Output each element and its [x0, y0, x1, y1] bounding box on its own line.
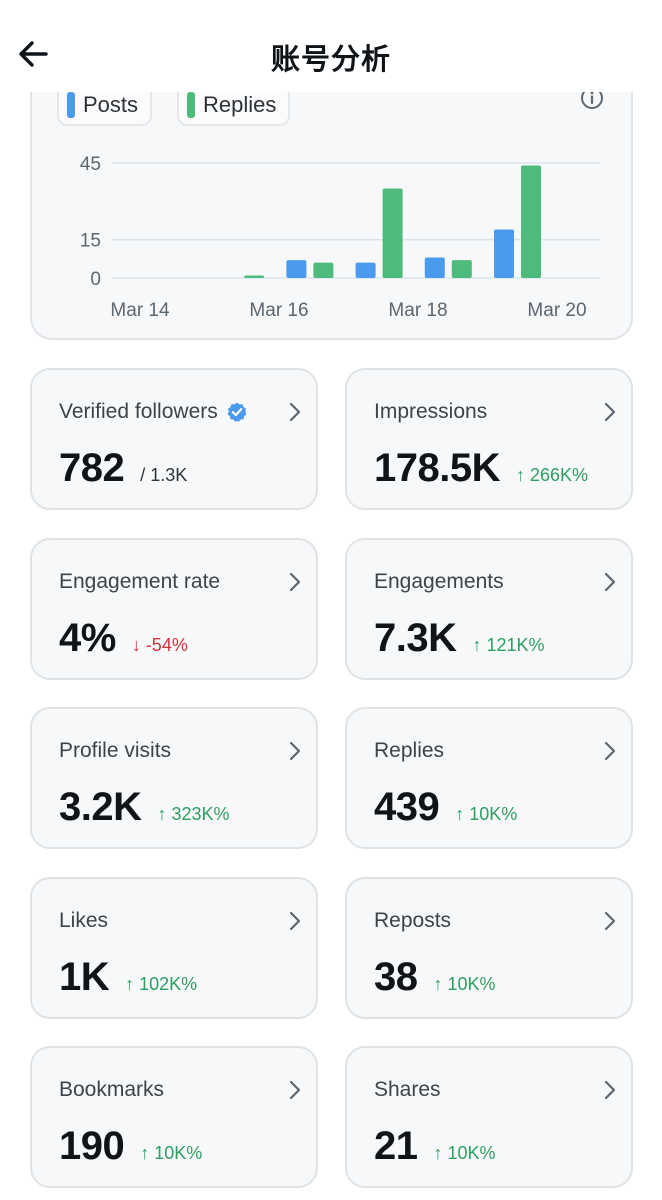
metric-label-text: Verified followers [59, 400, 218, 423]
metric-label-text: Shares [374, 1078, 441, 1101]
metric-label: Engagement rate [59, 570, 220, 594]
page-title: 账号分析 [270, 42, 391, 76]
metric-label: Reposts [374, 909, 451, 933]
metric-label: Replies [374, 739, 444, 763]
metric-delta: ↑ 323K% [157, 804, 230, 824]
metric-card[interactable]: Replies 439 ↑ 10K% [345, 707, 633, 849]
metric-value: 782 [59, 446, 125, 490]
verified-badge-icon [227, 402, 247, 422]
metric-value-row: 190 ↑ 10K% [59, 1124, 202, 1169]
legend-posts-label: Posts [83, 92, 139, 117]
metric-delta: ↑ 121K% [472, 635, 545, 655]
metric-value: 21 [374, 1124, 418, 1168]
metric-delta: ↑ 266K% [515, 465, 589, 485]
metric-delta: ↑ 10K% [433, 974, 496, 994]
metric-card[interactable]: Impressions 178.5K ↑ 266K% [345, 368, 633, 510]
metric-delta: ↑ 102K% [125, 974, 198, 994]
metric-label: Shares [374, 1078, 441, 1102]
metric-total: / 1.3K [140, 465, 188, 485]
replies-swatch [187, 92, 195, 118]
metric-value: 439 [374, 785, 440, 829]
metric-value-row: 1K ↑ 102K% [59, 955, 197, 1000]
chevron-right-icon [604, 402, 616, 422]
metric-value: 1K [59, 955, 110, 999]
chevron-right-icon [604, 741, 616, 761]
chevron-right-icon [604, 1080, 616, 1100]
metric-label: Likes [59, 909, 108, 933]
metric-value-row: 4% ↓ -54% [59, 616, 188, 661]
metric-card[interactable]: Shares 21 ↑ 10K% [345, 1046, 633, 1188]
metric-label: Impressions [374, 400, 487, 424]
metric-delta: ↓ -54% [131, 635, 188, 655]
metric-label-text: Impressions [374, 400, 488, 423]
metric-label: Verified followers [59, 400, 248, 424]
metric-label: Engagements [374, 570, 504, 594]
metric-card[interactable]: Reposts 38 ↑ 10K% [345, 877, 633, 1019]
metric-card[interactable]: Likes 1K ↑ 102K% [30, 877, 318, 1019]
metric-value-row: 7.3K ↑ 121K% [374, 616, 545, 661]
metric-label: Profile visits [59, 739, 171, 763]
chevron-right-icon [289, 1080, 301, 1100]
metric-card[interactable]: Engagement rate 4% ↓ -54% [30, 538, 318, 680]
chevron-right-icon [289, 741, 301, 761]
metric-label-text: Likes [59, 909, 109, 932]
metric-card[interactable]: Verified followers 782 / 1.3K [30, 368, 318, 510]
metric-value-row: 439 ↑ 10K% [374, 785, 517, 830]
metric-delta: ↑ 10K% [140, 1143, 203, 1163]
chevron-right-icon [604, 911, 616, 931]
metric-value-row: 178.5K ↑ 266K% [374, 446, 588, 491]
chevron-right-icon [289, 911, 301, 931]
metric-label-text: Engagement rate [59, 570, 221, 593]
metric-label-text: Engagements [374, 570, 504, 593]
posts-swatch [67, 92, 75, 118]
metric-value: 178.5K [374, 446, 500, 490]
metric-label-text: Profile visits [59, 739, 172, 762]
metric-card[interactable]: Bookmarks 190 ↑ 10K% [30, 1046, 318, 1188]
header: 账号分析 [0, 0, 662, 92]
chevron-right-icon [604, 572, 616, 592]
metric-value: 3.2K [59, 785, 142, 829]
metric-card[interactable]: Profile visits 3.2K ↑ 323K% [30, 707, 318, 849]
chevron-right-icon [289, 572, 301, 592]
metric-delta: ↑ 10K% [455, 804, 518, 824]
metric-value-row: 782 / 1.3K [59, 446, 187, 491]
metric-value-row: 38 ↑ 10K% [374, 955, 496, 1000]
metric-label-text: Bookmarks [59, 1078, 165, 1101]
metric-value: 38 [374, 955, 418, 999]
chevron-right-icon [289, 402, 301, 422]
metric-value-row: 3.2K ↑ 323K% [59, 785, 230, 830]
metric-label-text: Replies [374, 739, 445, 762]
metric-value: 7.3K [374, 616, 457, 660]
metric-card[interactable]: Engagements 7.3K ↑ 121K% [345, 538, 633, 680]
metric-delta: ↑ 10K% [433, 1143, 496, 1163]
metric-label-text: Reposts [374, 909, 452, 932]
back-arrow-icon[interactable] [14, 34, 54, 74]
metric-value: 4% [59, 616, 116, 660]
metric-label: Bookmarks [59, 1078, 164, 1102]
metric-value-row: 21 ↑ 10K% [374, 1124, 496, 1169]
legend-replies-label: Replies [203, 92, 277, 117]
metric-value: 190 [59, 1124, 125, 1168]
